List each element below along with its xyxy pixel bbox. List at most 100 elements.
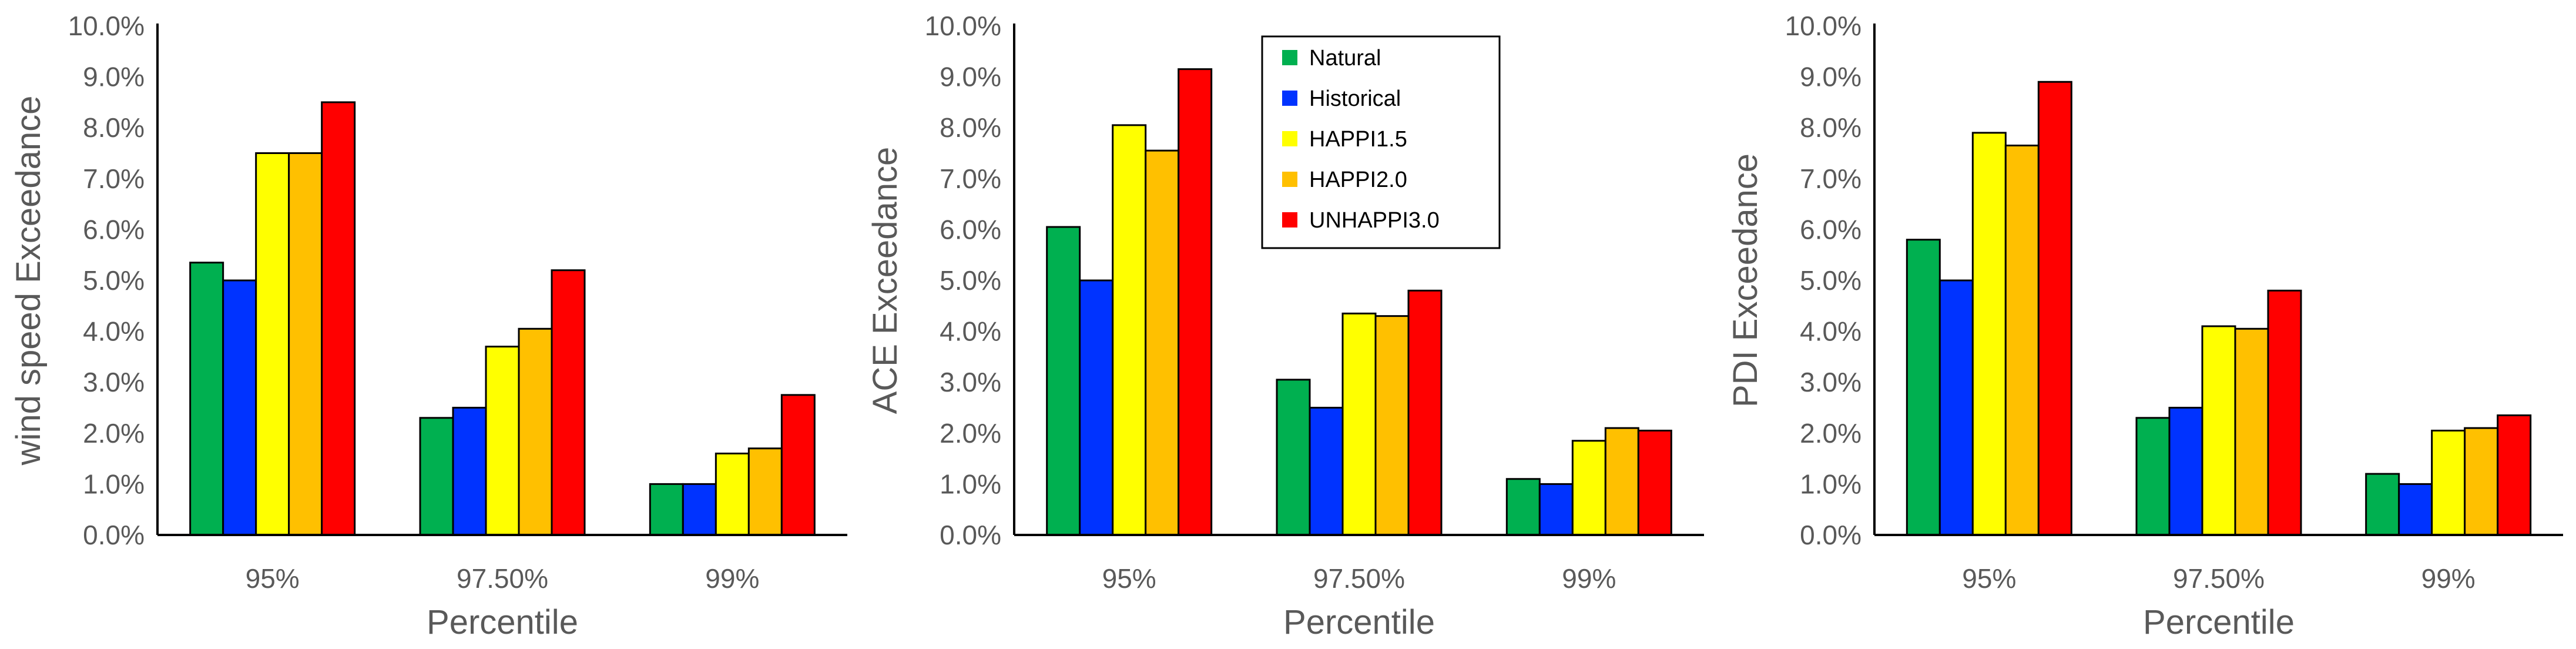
ace-bar-natural-95 xyxy=(1046,226,1081,536)
pdi-bar-happi2-0-95 xyxy=(2004,145,2040,536)
wind-speed-bar-unhappi3-0-99 xyxy=(780,394,816,536)
wind-speed-ytick-label: 10.0% xyxy=(68,11,145,41)
wind-speed-bar-happi1-5-97-50 xyxy=(485,346,520,536)
wind-speed-bar-historical-97-50 xyxy=(452,407,487,536)
wind-speed-y-axis-title: wind speed Exceedance xyxy=(9,96,48,466)
legend-swatch-historical xyxy=(1282,91,1297,106)
pdi-bar-happi2-0-99 xyxy=(2464,427,2499,536)
pdi-ytick-label: 1.0% xyxy=(1800,469,1861,499)
ace-ytick-label: 5.0% xyxy=(940,265,1001,296)
wind-speed-bar-natural-99 xyxy=(649,483,684,536)
ace-bar-natural-97-50 xyxy=(1276,379,1311,536)
pdi-bar-happi1-5-95 xyxy=(1971,132,2007,536)
wind-speed-xtick-label: 99% xyxy=(705,563,759,594)
wind-speed-ytick-label: 7.0% xyxy=(83,163,145,194)
ace-bar-unhappi3-0-99 xyxy=(1637,429,1672,536)
pdi-bar-unhappi3-0-97-50 xyxy=(2267,289,2302,536)
pdi-x-axis-title: Percentile xyxy=(2143,603,2295,641)
wind-speed-ytick-label: 6.0% xyxy=(83,214,145,245)
legend-swatch-natural xyxy=(1282,50,1297,65)
legend-box xyxy=(1261,35,1501,249)
wind-speed-xtick-label: 97.50% xyxy=(457,563,548,594)
ace-ytick-label: 1.0% xyxy=(940,469,1001,499)
ace-bar-historical-97-50 xyxy=(1309,407,1344,536)
pdi-ytick-label: 6.0% xyxy=(1800,214,1861,245)
pdi-ytick-label: 10.0% xyxy=(1785,11,1861,41)
ace-ytick-label: 2.0% xyxy=(940,418,1001,449)
ace-bar-happi2-0-99 xyxy=(1604,427,1639,536)
wind-speed-bar-happi1-5-95 xyxy=(255,152,290,536)
pdi-xtick-label: 95% xyxy=(1962,563,2016,594)
wind-speed-ytick-label: 5.0% xyxy=(83,265,145,296)
ace-y-axis-title: ACE Exceedance xyxy=(866,147,904,414)
wind-speed-bar-unhappi3-0-95 xyxy=(321,101,356,536)
legend-swatch-happi1-5 xyxy=(1282,131,1297,146)
pdi-ytick-label: 2.0% xyxy=(1800,418,1861,449)
pdi-ytick-label: 5.0% xyxy=(1800,265,1861,296)
ace-bar-happi2-0-95 xyxy=(1145,149,1180,536)
ace-ytick-label: 10.0% xyxy=(925,11,1001,41)
wind-speed-x-axis-title: Percentile xyxy=(427,603,578,641)
wind-speed-bar-happi2-0-99 xyxy=(747,447,783,536)
legend-swatch-unhappi3-0 xyxy=(1282,212,1297,228)
ace-ytick-label: 0.0% xyxy=(940,520,1001,550)
ace-bar-happi1-5-95 xyxy=(1112,124,1147,536)
wind-speed-ytick-label: 9.0% xyxy=(83,62,145,92)
pdi-bar-happi1-5-99 xyxy=(2431,429,2466,536)
pdi-y-axis-title: PDI Exceedance xyxy=(1726,153,1765,407)
ace-bar-unhappi3-0-97-50 xyxy=(1407,289,1443,536)
pdi-bar-historical-95 xyxy=(1938,279,1974,536)
ace-bar-happi2-0-97-50 xyxy=(1374,315,1410,536)
wind-speed-ytick-label: 1.0% xyxy=(83,469,145,499)
ace-bar-historical-95 xyxy=(1079,279,1114,536)
ace-ytick-label: 9.0% xyxy=(940,62,1001,92)
wind-speed-bar-happi1-5-99 xyxy=(715,452,750,536)
ace-ytick-label: 4.0% xyxy=(940,316,1001,347)
wind-speed-chart: 0.0% 1.0% 2.0% 3.0% 4.0% 5.0% 6.0% 7.0% 8.0% 9.0%… xyxy=(9,11,847,641)
pdi-bar-unhappi3-0-95 xyxy=(2037,81,2072,536)
ace-x-axis-title: Percentile xyxy=(1283,603,1435,641)
ace-ytick-label: 7.0% xyxy=(940,163,1001,194)
pdi-bar-natural-95 xyxy=(1906,239,1941,536)
pdi-bar-unhappi3-0-99 xyxy=(2497,414,2532,536)
pdi-ytick-label: 0.0% xyxy=(1800,520,1861,550)
ace-ytick-label: 8.0% xyxy=(940,112,1001,143)
pdi-ytick-label: 4.0% xyxy=(1800,316,1861,347)
wind-speed-xtick-label: 95% xyxy=(246,563,300,594)
pdi-ytick-label: 7.0% xyxy=(1800,163,1861,194)
legend-label-happi1-5: HAPPI1.5 xyxy=(1309,127,1407,152)
ace-bar-happi1-5-97-50 xyxy=(1341,312,1377,536)
wind-speed-bar-natural-95 xyxy=(189,262,224,536)
pdi-bar-happi2-0-97-50 xyxy=(2234,327,2269,536)
ace-chart: 0.0% 1.0% 2.0% 3.0% 4.0% 5.0% 6.0% 7.0% 8.0% 9.0%… xyxy=(866,11,1704,641)
ace-bar-natural-99 xyxy=(1505,478,1541,536)
pdi-chart: 0.0% 1.0% 2.0% 3.0% 4.0% 5.0% 6.0% 7.0% 8.0% 9.0%… xyxy=(1726,11,2563,641)
pdi-xtick-label: 99% xyxy=(2421,563,2476,594)
ace-xtick-label: 99% xyxy=(1562,563,1616,594)
pdi-bar-natural-97-50 xyxy=(2135,417,2171,536)
pdi-ytick-label: 8.0% xyxy=(1800,112,1861,143)
legend: Natural Historical HAPPI1.5 HAPPI2.0 UNHAPPI… xyxy=(1261,35,1501,249)
legend-label-historical: Historical xyxy=(1309,86,1401,111)
pdi-xtick-label: 97.50% xyxy=(2173,563,2265,594)
pdi-ytick-label: 3.0% xyxy=(1800,367,1861,397)
legend-label-unhappi3-0: UNHAPPI3.0 xyxy=(1309,208,1440,233)
ace-bar-historical-99 xyxy=(1538,483,1574,536)
wind-speed-bar-natural-97-50 xyxy=(419,417,454,536)
legend-swatch-happi2-0 xyxy=(1282,172,1297,187)
ace-xtick-label: 97.50% xyxy=(1313,563,1405,594)
pdi-bar-historical-99 xyxy=(2398,483,2433,536)
wind-speed-ytick-label: 2.0% xyxy=(83,418,145,449)
ace-ytick-label: 6.0% xyxy=(940,214,1001,245)
wind-speed-bar-historical-95 xyxy=(222,279,257,536)
pdi-bar-historical-97-50 xyxy=(2168,407,2203,536)
legend-label-happi2-0: HAPPI2.0 xyxy=(1309,168,1407,192)
wind-speed-bar-happi2-0-97-50 xyxy=(518,327,553,536)
ace-ytick-label: 3.0% xyxy=(940,367,1001,397)
ace-xtick-label: 95% xyxy=(1102,563,1156,594)
ace-bar-happi1-5-99 xyxy=(1571,440,1606,536)
wind-speed-ytick-label: 0.0% xyxy=(83,520,145,550)
pdi-bar-natural-99 xyxy=(2365,473,2400,536)
wind-speed-ytick-label: 4.0% xyxy=(83,316,145,347)
wind-speed-bar-historical-99 xyxy=(682,483,717,536)
